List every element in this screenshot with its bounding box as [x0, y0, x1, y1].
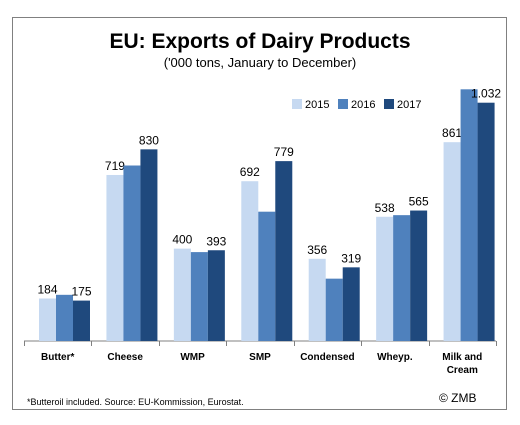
bar-2015-butter- — [39, 298, 56, 341]
bar-2015-cheese — [106, 174, 124, 341]
chart-title: EU: Exports of Dairy Products — [109, 30, 411, 53]
bar-2016-smp — [258, 211, 276, 341]
bar-2017-condensed — [342, 267, 360, 341]
legend-swatch-2017 — [384, 99, 394, 109]
bar-2015-smp — [241, 181, 259, 341]
legend-label-2016: 2016 — [351, 99, 375, 111]
bar-2016-butter- — [56, 294, 73, 341]
bar-2017-milk-and-cream — [477, 102, 495, 342]
data-label: 692 — [240, 165, 260, 179]
data-label: 175 — [71, 285, 91, 299]
x-tick-label: Milk and — [442, 352, 482, 363]
legend-swatch-2016 — [338, 99, 348, 109]
bar-2017-wheyp- — [410, 210, 428, 341]
chart-subtitle: ('000 tons, January to December) — [163, 55, 357, 70]
legend-label-2017: 2017 — [397, 99, 421, 111]
data-label: 184 — [37, 283, 57, 297]
bar-2016-wmp — [190, 252, 208, 341]
bar-2016-milk-and-cream — [460, 89, 478, 342]
bar-2015-wheyp- — [376, 216, 394, 341]
legend-swatch-2015 — [292, 99, 302, 109]
x-tick-label: Butter* — [41, 352, 74, 363]
x-tick-label: Condensed — [300, 352, 354, 363]
data-label: 779 — [274, 145, 294, 159]
data-label: 538 — [375, 201, 395, 215]
bar-2017-wmp — [207, 250, 225, 341]
data-label: 565 — [409, 195, 429, 209]
data-label: 356 — [307, 243, 327, 257]
data-label: 830 — [139, 133, 159, 147]
bar-2015-milk-and-cream — [443, 142, 461, 341]
x-tick-label: Cream — [447, 365, 478, 376]
bar-2015-wmp — [173, 248, 191, 341]
data-label: 1.032 — [471, 87, 501, 101]
bar-2016-condensed — [325, 278, 343, 341]
bar-2017-butter- — [73, 300, 90, 341]
bar-2017-smp — [275, 161, 293, 341]
bar-2015-condensed — [308, 258, 326, 341]
x-tick-label: WMP — [180, 352, 205, 363]
data-label: 400 — [172, 233, 192, 247]
bar-2016-wheyp- — [393, 215, 411, 341]
data-label: 393 — [206, 234, 226, 248]
bar-2016-cheese — [123, 165, 141, 341]
data-label: 319 — [341, 251, 361, 265]
legend-label-2015: 2015 — [305, 99, 329, 111]
bar-2017-cheese — [140, 149, 158, 341]
x-tick-label: Wheyp. — [377, 352, 413, 363]
data-label: 861 — [442, 126, 462, 140]
x-tick-label: Cheese — [107, 352, 143, 363]
x-tick-label: SMP — [249, 352, 271, 363]
footnote: *Butteroil included. Source: EU-Kommissi… — [27, 397, 244, 407]
data-label: 719 — [105, 159, 125, 173]
copyright-notice: © ZMB — [439, 391, 477, 405]
